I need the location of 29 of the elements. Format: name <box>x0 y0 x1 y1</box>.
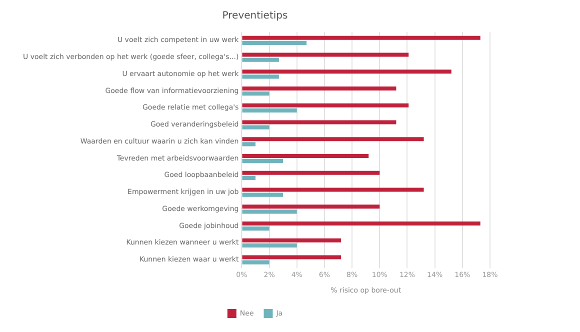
bar <box>242 159 284 164</box>
bar <box>242 36 480 40</box>
bar <box>242 210 297 214</box>
bar <box>242 204 380 209</box>
bar <box>242 188 424 192</box>
bar <box>242 86 396 91</box>
bar <box>242 226 270 231</box>
bar <box>242 108 297 112</box>
bar <box>242 137 424 142</box>
bar <box>242 52 409 57</box>
bar <box>242 255 342 260</box>
bar <box>242 103 409 108</box>
bar <box>242 243 297 248</box>
bar <box>242 58 279 62</box>
bar <box>242 70 452 74</box>
bar <box>242 170 380 175</box>
bar <box>242 142 256 146</box>
bar <box>242 238 342 242</box>
bar <box>242 40 307 45</box>
bar <box>242 221 480 226</box>
bar <box>242 192 284 197</box>
bar <box>242 176 256 180</box>
bar <box>242 92 270 96</box>
bar <box>242 260 270 264</box>
bar <box>242 120 396 124</box>
bar <box>242 154 369 158</box>
bar <box>242 125 270 130</box>
chart-title: Preventietips <box>222 10 288 22</box>
bar <box>242 74 279 79</box>
